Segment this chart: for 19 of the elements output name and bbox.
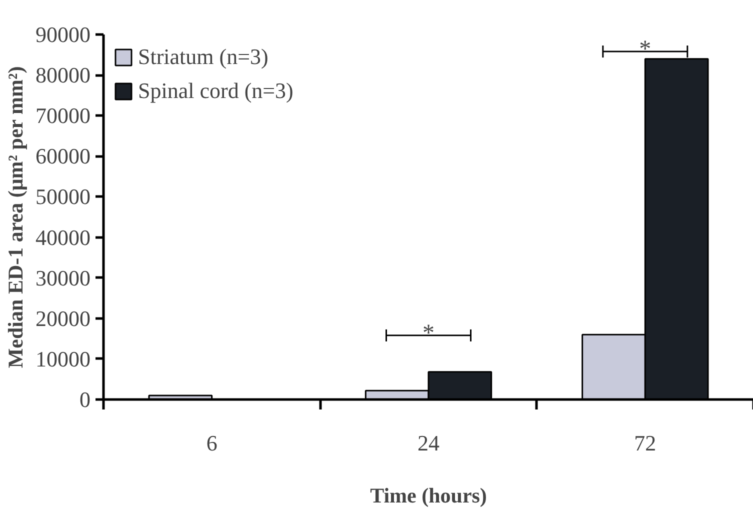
x-tick-label: 24	[418, 430, 440, 456]
x-axis-title: Time (hours)	[370, 484, 487, 508]
y-tick-label: 70000	[36, 103, 90, 128]
annotation: *	[639, 36, 652, 63]
y-tick-label: 60000	[36, 144, 90, 169]
y-tick-label: 10000	[36, 346, 90, 372]
x-tick-label: 72	[634, 430, 656, 456]
y-tick-label: 50000	[36, 184, 90, 210]
y-tick-label: 0	[80, 387, 90, 412]
y-tick-label: 90000	[36, 22, 90, 47]
y-tick-label: 30000	[36, 265, 90, 290]
y-axis-title: Median ED-1 area (μm² per mm²)	[4, 66, 28, 368]
y-tick-label: 40000	[36, 224, 90, 250]
legend-label: Spinal cord (n=3)	[138, 78, 294, 104]
annotation: *	[422, 320, 434, 346]
y-tick-label: 20000	[36, 306, 90, 331]
y-tick-label: 80000	[36, 62, 90, 88]
legend-label: Striatum (n=3)	[138, 44, 268, 70]
x-tick-label: 6	[206, 430, 218, 456]
